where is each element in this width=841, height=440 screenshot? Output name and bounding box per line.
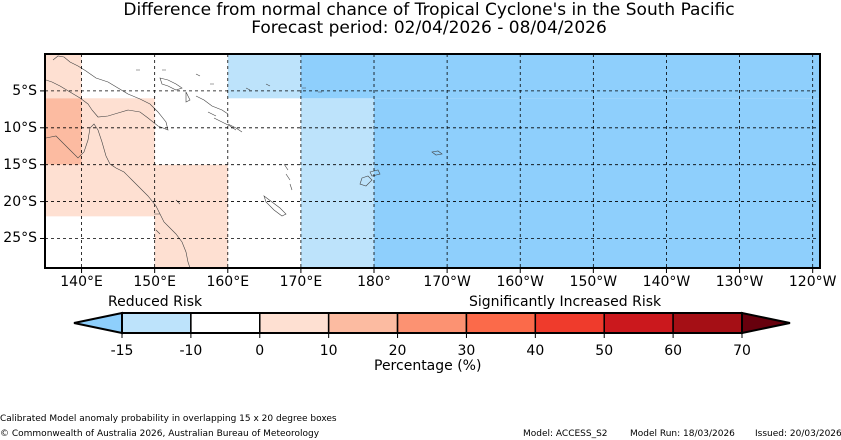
- coastline-new-ireland: [185, 91, 191, 103]
- anomaly-cell: [300, 98, 375, 268]
- coastline-vanuatu: [283, 163, 293, 191]
- footer-issued: Issued: 20/03/2026: [755, 429, 841, 439]
- colorbar: [73, 311, 791, 338]
- lat-ticks: [40, 90, 45, 239]
- footer-model: Model: ACCESS_S2: [523, 429, 608, 439]
- anomaly-cell: [154, 164, 228, 268]
- lon-label: 160°E: [206, 274, 250, 290]
- colorbar-tick-label: 70: [733, 343, 751, 359]
- colorbar-axis-label: Percentage (%): [374, 358, 482, 374]
- anomaly-cell: [374, 98, 820, 268]
- lon-label: 170°E: [279, 274, 323, 290]
- increased-risk-label: Significantly Increased Risk: [469, 294, 662, 310]
- colorbar-tick-label: -10: [179, 343, 203, 359]
- lon-label: 120°W: [788, 274, 837, 290]
- lon-label: 140°E: [60, 274, 103, 290]
- coastline-new-caledonia: [263, 195, 287, 217]
- coastline-samoa: [431, 150, 443, 156]
- colorbar-bin: [603, 312, 674, 334]
- colorbar-tick-label: 60: [664, 343, 683, 359]
- footer-model-run: Model Run: 18/03/2026: [630, 429, 735, 439]
- colorbar-tick-label: 40: [526, 343, 545, 359]
- colorbar-bin: [672, 312, 743, 334]
- colorbar-over-arrow: [741, 311, 791, 335]
- colorbar-frame: [121, 312, 743, 334]
- colorbar-tick-label: -15: [110, 343, 134, 359]
- anomaly-cell: [227, 54, 301, 99]
- colorbar-bin: [327, 312, 399, 334]
- anomaly-cell: [45, 54, 82, 99]
- colorbar-bin: [396, 312, 468, 334]
- coastline: [45, 55, 443, 269]
- lon-label: 150°E: [133, 274, 176, 290]
- coastline-islets: [136, 69, 322, 235]
- colorbar-tick-label: 20: [388, 343, 407, 359]
- colorbar-under-arrow: [73, 311, 123, 335]
- lat-label: 15°S: [3, 156, 37, 173]
- colorbar-tick-label: 50: [595, 343, 614, 359]
- lon-label: 150°W: [569, 274, 618, 290]
- colorbar-tick-label: 0: [255, 343, 265, 359]
- footer-copyright: © Commonwealth of Australia 2026, Austra…: [0, 429, 320, 439]
- coastline-solomons: [195, 95, 243, 133]
- colorbar-bin: [534, 312, 605, 334]
- colorbar-bin: [121, 312, 192, 334]
- lon-ticks: [81, 268, 814, 273]
- coastline-new-guinea: [45, 55, 169, 131]
- lon-label: 160°W: [496, 274, 545, 290]
- lon-label: 140°W: [642, 274, 691, 290]
- lat-label: 25°S: [3, 230, 37, 247]
- map-title: Difference from normal chance of Tropica…: [123, 0, 735, 20]
- lat-label: 20°S: [3, 193, 37, 210]
- anomaly-cell: [300, 54, 820, 99]
- reduced-risk-label: Reduced Risk: [108, 294, 203, 310]
- lon-label: 180°: [357, 274, 391, 290]
- lon-label: 130°W: [715, 274, 764, 290]
- lon-label: 170°W: [423, 274, 471, 290]
- colorbar-tick-label: 10: [319, 343, 338, 359]
- lat-label: 5°S: [12, 82, 37, 99]
- anomaly-cell: [45, 98, 82, 165]
- colorbar-bin: [465, 312, 537, 334]
- coastline-fiji: [359, 169, 381, 187]
- footer-note: Calibrated Model anomaly probability in …: [0, 414, 337, 424]
- colorbar-bin: [259, 312, 330, 334]
- map-frame: [44, 53, 821, 269]
- coastline-bismarck: [159, 77, 183, 91]
- forecast-period: Forecast period: 02/04/2026 - 08/04/2026: [251, 18, 607, 38]
- colorbar-bin: [190, 312, 261, 334]
- lat-label: 10°S: [3, 119, 37, 136]
- anomaly-cells: [45, 54, 820, 268]
- anomaly-cell: [45, 164, 155, 217]
- colorbar-tick-label: 30: [457, 343, 476, 359]
- anomaly-cell: [81, 98, 155, 165]
- coastline-australia: [45, 123, 191, 269]
